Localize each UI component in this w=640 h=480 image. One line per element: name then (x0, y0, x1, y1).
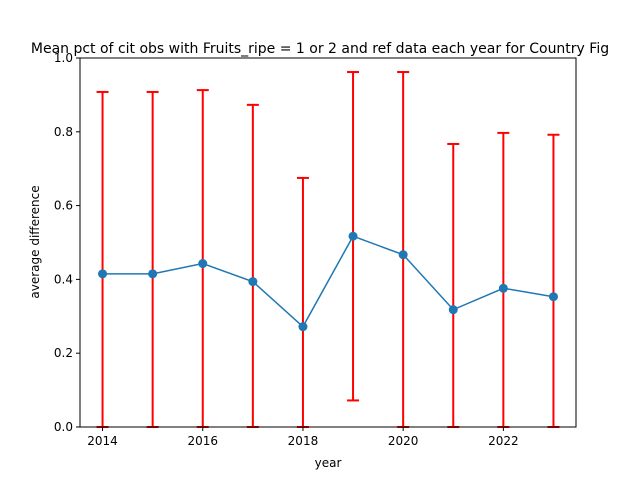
y-tick-label: 0.2 (54, 346, 73, 360)
y-tick-label: 0.0 (54, 420, 73, 434)
y-tick-label: 1.0 (54, 51, 73, 65)
x-tick-label: 2014 (87, 434, 118, 448)
x-axis-label: year (315, 456, 342, 470)
data-point (548, 292, 558, 302)
data-point (198, 259, 208, 269)
x-tick-label: 2018 (288, 434, 319, 448)
axes-frame (79, 57, 577, 428)
data-point (148, 269, 158, 279)
data-point (348, 231, 358, 241)
x-tick-label: 2022 (488, 434, 519, 448)
y-axis-label: average difference (28, 185, 42, 298)
data-point (498, 283, 508, 293)
data-point (398, 250, 408, 260)
y-tick-label: 0.6 (54, 199, 73, 213)
data-point (248, 277, 258, 287)
chart-title: Mean pct of cit obs with Fruits_ripe = 1… (31, 41, 609, 57)
data-point (448, 305, 458, 315)
y-tick-label: 0.8 (54, 125, 73, 139)
y-tick-label: 0.4 (54, 272, 73, 286)
x-tick-label: 2016 (187, 434, 218, 448)
plot-area: 2014 2016 2018 2020 2022 0.0 0.2 0.4 0.6 0.8 1.0 (54, 51, 577, 448)
data-point (298, 322, 308, 332)
data-point (98, 269, 108, 279)
series-line (102, 235, 554, 328)
x-tick-label: 2020 (388, 434, 419, 448)
